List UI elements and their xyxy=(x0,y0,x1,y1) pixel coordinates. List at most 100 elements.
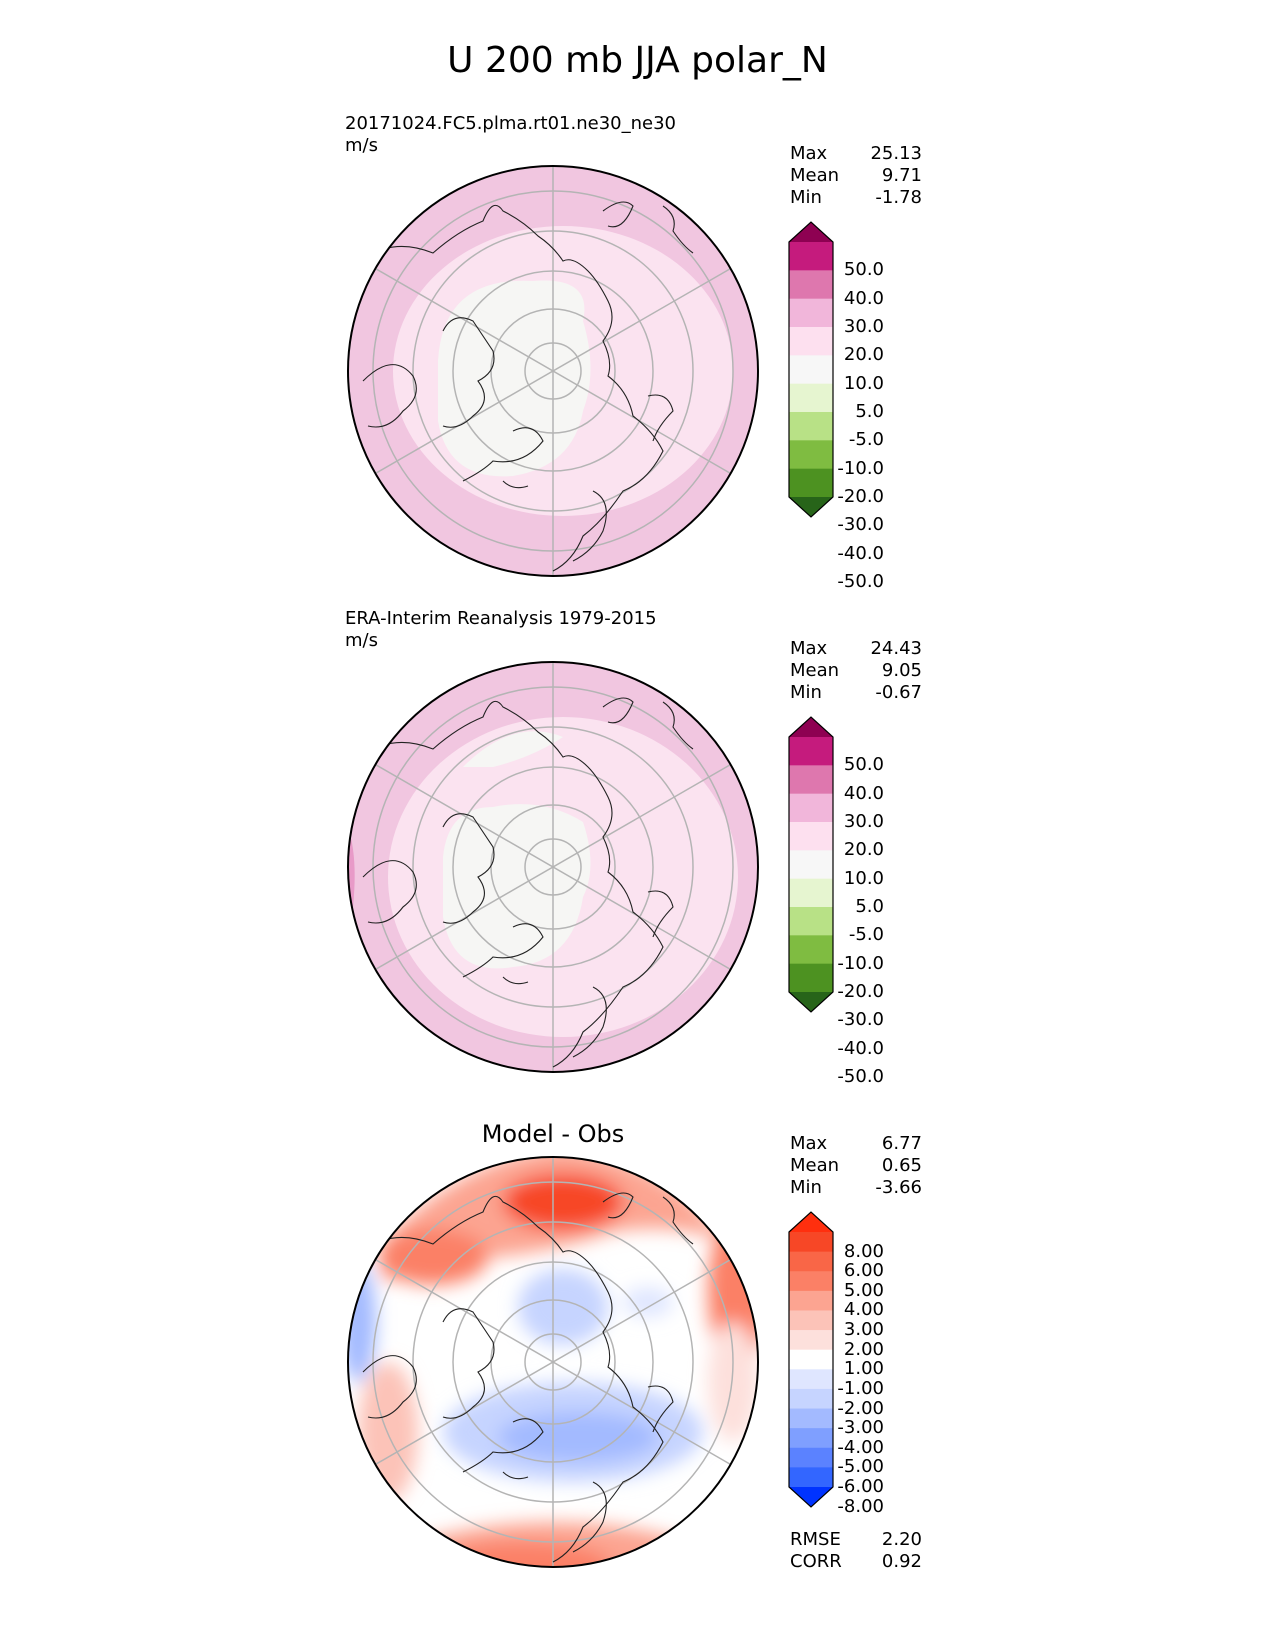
colorbar-bin xyxy=(789,822,833,851)
panel-2-units: m/s xyxy=(345,630,378,651)
colorbar-extend-max xyxy=(789,1212,833,1232)
cb-tick-label: 6.00 xyxy=(843,1260,884,1282)
cb-tick-label: -5.00 xyxy=(837,1456,884,1478)
panel-2-title: ERA-Interim Reanalysis 1979-2015 xyxy=(345,608,657,629)
min-label: Min xyxy=(790,682,822,703)
field-positive-weak xyxy=(358,1362,418,1502)
coastlines xyxy=(362,1192,694,1563)
panel-1-units: m/s xyxy=(345,135,378,156)
colorbar-extend-max xyxy=(789,222,833,242)
cb-tick-label: -3.00 xyxy=(837,1417,884,1439)
graticule xyxy=(370,662,736,1072)
panel-3-colorbar xyxy=(788,1211,834,1508)
min-value: -1.78 xyxy=(875,187,922,208)
colorbar-outline xyxy=(788,1211,834,1508)
cb-tick-label: 5.00 xyxy=(843,1279,884,1301)
colorbar-bin xyxy=(789,963,833,993)
max-value: 25.13 xyxy=(870,143,922,164)
colorbar-bin xyxy=(789,1467,833,1488)
colorbar-bin xyxy=(789,765,833,795)
map-border xyxy=(347,1156,759,1568)
corr-label: CORR xyxy=(790,1551,842,1572)
graticule xyxy=(370,166,736,576)
colorbar-bin xyxy=(789,298,833,328)
colorbar-bin xyxy=(789,878,833,908)
mean-label: Mean xyxy=(790,1155,840,1176)
cb-tick-label: -4.00 xyxy=(837,1436,884,1458)
panel-3-colorbar-labels: 8.00 6.00 5.00 4.00 3.00 2.00 1.00 -1.00… xyxy=(826,1212,884,1517)
cb-tick-label: 50.0 xyxy=(843,754,884,776)
max-label: Max xyxy=(790,1133,828,1154)
panel-2-stats: Max 24.43 Mean 9.05 Min -0.67 xyxy=(790,638,922,704)
cb-tick-label: -20.0 xyxy=(837,981,884,1002)
cb-tick-label: -20.0 xyxy=(837,486,884,507)
corr-value: 0.92 xyxy=(881,1551,922,1572)
cb-tick-label: 30.0 xyxy=(843,316,884,337)
cb-tick-label: -1.00 xyxy=(837,1377,884,1399)
colorbar-bin xyxy=(789,1447,833,1468)
colorbar-bin xyxy=(789,270,833,300)
cb-tick-label: -2.00 xyxy=(837,1397,884,1419)
cb-tick-label: 2.00 xyxy=(843,1338,884,1360)
panel-2-map xyxy=(347,661,759,1073)
cb-tick-label: 40.0 xyxy=(843,782,884,804)
colorbar-bin xyxy=(789,1310,833,1331)
cb-tick-label: 3.00 xyxy=(843,1319,884,1341)
colorbar-outline xyxy=(788,221,834,518)
colorbar-bin xyxy=(789,793,833,823)
cb-tick-label: -40.0 xyxy=(837,542,884,564)
cb-tick-label: 5.0 xyxy=(855,401,884,422)
colorbar-bin xyxy=(789,907,833,936)
cb-tick-label: -10.0 xyxy=(837,457,884,479)
colorbar-extend-max xyxy=(789,717,833,737)
field-negative xyxy=(518,1269,608,1345)
colorbar-bin xyxy=(789,1388,833,1410)
cb-tick-label: -40.0 xyxy=(837,1037,884,1059)
colorbar-bin xyxy=(789,850,833,880)
cb-tick-label: 50.0 xyxy=(843,259,884,281)
field-band-outer xyxy=(348,827,355,907)
rmse-label: RMSE xyxy=(790,1529,841,1550)
cb-tick-label: 30.0 xyxy=(843,811,884,832)
coastlines xyxy=(362,697,694,1068)
field-negative xyxy=(623,1287,673,1317)
colorbar-bin xyxy=(789,935,833,965)
colorbar-bin xyxy=(789,1271,833,1292)
cb-tick-label: 5.0 xyxy=(855,896,884,917)
cb-tick-label: -30.0 xyxy=(837,514,884,536)
colorbar-bin xyxy=(789,242,833,271)
cb-tick-label: 1.00 xyxy=(843,1358,884,1380)
graticule xyxy=(370,1157,736,1567)
colorbar-bin xyxy=(789,1428,833,1449)
rmse-value: 2.20 xyxy=(881,1529,922,1550)
field-positive-core xyxy=(503,1174,623,1230)
colorbar-extend-min xyxy=(789,992,833,1012)
map-border xyxy=(347,165,759,577)
mean-value: 9.05 xyxy=(881,660,922,681)
cb-tick-label: -10.0 xyxy=(837,952,884,974)
panel-3-map xyxy=(347,1156,759,1568)
panel-2-colorbar xyxy=(788,716,834,1013)
colorbar-bin xyxy=(789,737,833,766)
panel-3-metrics: RMSE 2.20 CORR 0.92 xyxy=(790,1529,922,1573)
panel-1-colorbar-labels: 50.0 40.0 30.0 20.0 10.0 5.0 -5.0 -10.0 … xyxy=(826,222,884,592)
panel-2-colorbar-labels: 50.0 40.0 30.0 20.0 10.0 5.0 -5.0 -10.0 … xyxy=(826,717,884,1087)
cb-tick-label: 10.0 xyxy=(843,867,884,889)
field-positive-core xyxy=(433,1542,613,1567)
colorbar-bin xyxy=(789,1251,833,1272)
cb-tick-label: -8.00 xyxy=(837,1495,884,1517)
coastlines xyxy=(362,201,694,572)
field-positive-weak xyxy=(708,1322,758,1442)
min-label: Min xyxy=(790,187,822,208)
cb-tick-label: -5.0 xyxy=(848,429,884,451)
field-band-5 xyxy=(438,280,591,477)
colorbar-bin xyxy=(789,1408,833,1429)
field-positive xyxy=(378,1229,488,1285)
cb-tick-label: 4.00 xyxy=(843,1299,884,1321)
map-border xyxy=(347,661,759,1073)
colorbar-bin xyxy=(789,1369,833,1390)
colorbar-bin xyxy=(789,1349,833,1370)
panel-3-stats: Max 6.77 Mean 0.65 Min -3.66 xyxy=(790,1133,922,1199)
max-value: 6.77 xyxy=(881,1133,922,1154)
cb-tick-label: 10.0 xyxy=(843,372,884,394)
